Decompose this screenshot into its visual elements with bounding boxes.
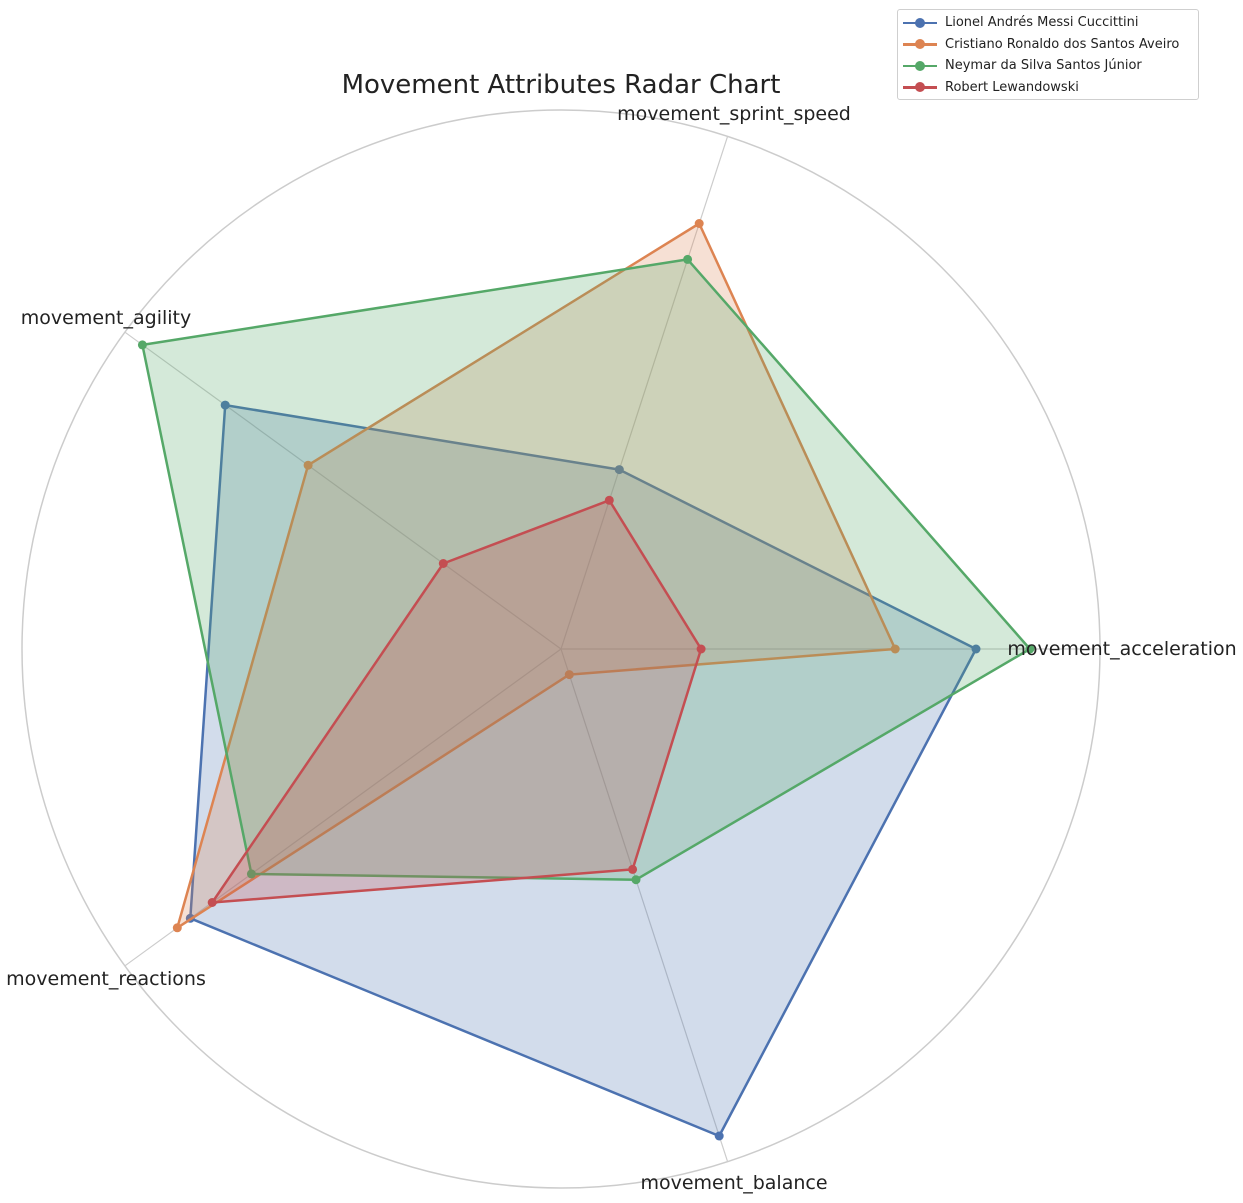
axis-label-movement_balance: movement_balance	[640, 1172, 827, 1194]
legend-label-3: Robert Lewandowski	[945, 79, 1079, 95]
legend-swatch-1	[903, 38, 937, 50]
series-fill-1	[177, 223, 896, 928]
series-point-0-movement_sprint_speed	[614, 465, 624, 475]
series-fill-0	[190, 405, 977, 1137]
series-1	[172, 219, 900, 933]
series-point-1-movement_reactions	[172, 923, 182, 933]
series-point-1-movement_sprint_speed	[694, 219, 704, 228]
chart-title: Movement Attributes Radar Chart	[341, 70, 781, 100]
legend-swatch-0	[903, 17, 937, 29]
axis-label-movement_agility: movement_agility	[21, 307, 192, 329]
series-line-1	[176, 222, 897, 930]
series-point-0-movement_balance	[714, 1131, 724, 1141]
series-line-3	[210, 499, 703, 904]
series-point-3-movement_agility	[438, 559, 448, 568]
series-2	[137, 254, 1035, 885]
series-point-2-movement_acceleration	[1025, 644, 1035, 654]
grid-spoke-movement_reactions	[124, 648, 562, 967]
series-point-2-movement_sprint_speed	[683, 254, 693, 264]
series-point-2-movement_agility	[137, 340, 147, 350]
legend-swatch-3	[903, 81, 937, 93]
grid-spoke-movement_agility	[124, 331, 562, 650]
series-line-2	[141, 258, 1032, 881]
series-fill-2	[142, 259, 1030, 880]
legend-label-0: Lionel Andrés Messi Cuccittini	[945, 15, 1139, 31]
series-point-0-movement_acceleration	[971, 644, 981, 654]
series-point-3-movement_sprint_speed	[604, 495, 614, 505]
legend-label-2: Neymar da Silva Santos Júnior	[945, 58, 1142, 74]
legend-item-1: Cristiano Ronaldo dos Santos Aveiro	[898, 34, 1198, 56]
axis-label-movement_acceleration: movement_acceleration	[1007, 638, 1236, 660]
legend: Lionel Andrés Messi Cuccittini Cristiano …	[897, 9, 1199, 100]
radar-series-layer	[137, 219, 1035, 1141]
series-fill-3	[212, 500, 702, 903]
series-3	[207, 495, 706, 907]
axis-label-movement_reactions: movement_reactions	[6, 968, 206, 990]
series-point-3-movement_reactions	[207, 898, 217, 907]
series-point-2-movement_reactions	[246, 869, 256, 879]
series-point-0-movement_agility	[220, 400, 230, 410]
series-point-1-movement_agility	[303, 460, 313, 470]
legend-swatch-2	[903, 60, 937, 72]
series-point-1-movement_balance	[564, 670, 574, 680]
legend-item-3: Robert Lewandowski	[898, 77, 1198, 99]
series-point-2-movement_balance	[631, 875, 641, 885]
legend-item-2: Neymar da Silva Santos Júnior	[898, 55, 1198, 77]
series-point-3-movement_balance	[628, 864, 638, 874]
grid-spoke-movement_balance	[560, 648, 729, 1162]
series-point-1-movement_acceleration	[890, 644, 900, 654]
series-point-3-movement_acceleration	[696, 644, 706, 654]
axis-labels: movement_acceleration movement_sprint_spe…	[6, 103, 1237, 1194]
axis-label-movement_sprint_speed: movement_sprint_speed	[617, 103, 851, 125]
legend-label-1: Cristiano Ronaldo dos Santos Aveiro	[945, 36, 1180, 52]
legend-item-0: Lionel Andrés Messi Cuccittini	[898, 12, 1198, 34]
